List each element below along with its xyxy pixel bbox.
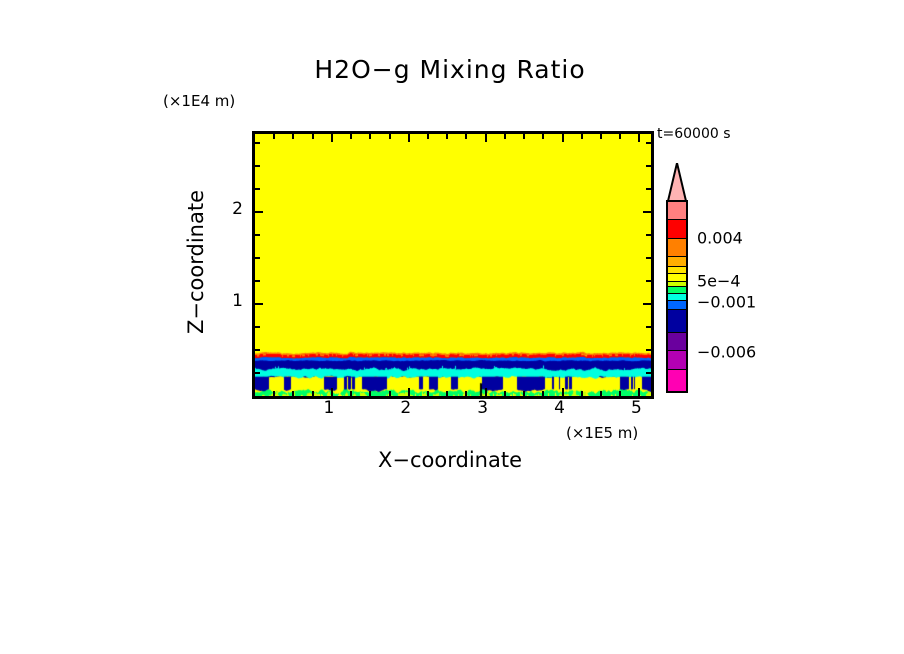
x-tick-mark-top	[350, 134, 353, 139]
colorbar-segment	[668, 257, 686, 268]
x-tick-mark-top	[388, 134, 391, 139]
y-tick-mark-right	[646, 372, 651, 375]
y-axis-title: Z−coordinate	[184, 190, 208, 334]
colorbar-segment	[668, 238, 686, 258]
colorbar-segment	[668, 202, 686, 221]
x-tick-mark-top	[638, 134, 641, 142]
y-tick-mark-right	[646, 188, 651, 191]
x-tick-mark-top	[619, 134, 622, 139]
x-tick-label: 5	[631, 398, 642, 418]
y-tick-mark	[255, 211, 263, 214]
colorbar-tick-label: 5e−4	[697, 271, 741, 291]
y-tick-label: 2	[232, 199, 243, 220]
x-tick-mark	[330, 388, 333, 396]
x-tick-mark	[350, 391, 353, 396]
y-tick-mark	[255, 372, 260, 375]
x-tick-mark	[523, 391, 526, 396]
x-tick-mark-top	[484, 134, 487, 142]
heatmap-canvas	[255, 134, 651, 396]
x-tick-mark-top	[523, 134, 526, 139]
x-tick-mark	[465, 391, 468, 396]
x-tick-label: 2	[400, 398, 412, 418]
x-tick-mark	[600, 391, 603, 396]
colorbar-segment	[668, 294, 686, 302]
x-tick-mark-top	[369, 134, 372, 139]
x-tick-mark	[369, 391, 372, 396]
x-tick-mark	[446, 391, 449, 396]
colorbar-segment	[668, 310, 686, 333]
colorbar-segments	[666, 200, 688, 393]
x-tick-mark	[311, 391, 314, 396]
x-tick-mark-top	[311, 134, 314, 139]
y-tick-mark-right	[646, 257, 651, 260]
y-tick-mark	[255, 234, 260, 237]
x-tick-mark	[484, 388, 487, 396]
x-tick-mark-top	[580, 134, 583, 139]
colorbar-segment	[668, 351, 686, 370]
y-tick-mark-right	[646, 165, 651, 168]
timestamp-annotation: t=60000 s	[657, 126, 731, 142]
colorbar-tick-label: −0.001	[697, 292, 757, 312]
y-tick-mark	[255, 326, 260, 329]
y-tick-mark	[255, 188, 260, 191]
colorbar	[666, 163, 688, 393]
x-tick-mark-top	[600, 134, 603, 139]
x-tick-label: 3	[477, 398, 489, 418]
x-tick-mark	[503, 391, 506, 396]
x-tick-mark-top	[542, 134, 545, 139]
x-tick-mark-top	[407, 134, 410, 142]
y-tick-mark-right	[643, 303, 651, 306]
x-tick-mark-top	[465, 134, 468, 139]
x-tick-label: 4	[554, 398, 565, 418]
y-tick-mark-right	[646, 280, 651, 283]
colorbar-segment	[668, 287, 686, 295]
colorbar-segment	[668, 332, 686, 352]
x-axis-unit-label: (×1E5 m)	[566, 424, 639, 442]
y-axis-unit-label: (×1E4 m)	[163, 92, 236, 110]
colorbar-arrow-icon	[666, 163, 688, 201]
y-tick-mark	[255, 257, 260, 260]
y-tick-mark	[255, 142, 260, 145]
colorbar-segment	[668, 281, 686, 288]
plot-area	[252, 131, 654, 399]
x-tick-mark-top	[330, 134, 333, 142]
x-tick-mark-top	[446, 134, 449, 139]
x-axis-title: X−coordinate	[378, 448, 522, 472]
x-tick-mark	[407, 388, 410, 396]
y-tick-mark	[255, 165, 260, 168]
x-tick-mark	[638, 388, 641, 396]
colorbar-tick-label: −0.006	[697, 342, 757, 362]
x-tick-mark	[292, 391, 295, 396]
x-tick-mark-top	[273, 134, 276, 139]
colorbar-segment	[668, 274, 686, 282]
colorbar-segment	[668, 369, 686, 391]
y-tick-mark-right	[646, 326, 651, 329]
colorbar-segment	[668, 301, 686, 310]
x-tick-mark-top	[561, 134, 564, 142]
y-tick-mark-right	[646, 349, 651, 352]
colorbar-segment	[668, 267, 686, 275]
x-tick-mark	[427, 391, 429, 396]
x-tick-mark	[619, 391, 622, 396]
y-tick-mark-right	[643, 211, 651, 214]
page-title: H2O−g Mixing Ratio	[314, 55, 586, 84]
x-tick-label: 1	[323, 398, 335, 418]
x-tick-mark-top	[503, 134, 506, 139]
x-tick-mark	[542, 391, 545, 396]
y-tick-mark	[255, 280, 260, 283]
x-tick-mark-top	[292, 134, 295, 139]
y-tick-mark	[255, 349, 260, 352]
colorbar-tick-label: 0.004	[697, 228, 743, 248]
x-tick-mark	[388, 391, 391, 396]
x-tick-mark	[561, 388, 564, 396]
y-tick-label: 1	[232, 291, 243, 312]
colorbar-segment	[668, 220, 686, 239]
y-tick-mark-right	[646, 234, 651, 237]
x-tick-mark-top	[427, 134, 429, 139]
y-tick-mark-right	[646, 142, 651, 145]
x-tick-mark	[580, 391, 583, 396]
y-tick-mark	[255, 303, 263, 306]
x-tick-mark	[273, 391, 276, 396]
